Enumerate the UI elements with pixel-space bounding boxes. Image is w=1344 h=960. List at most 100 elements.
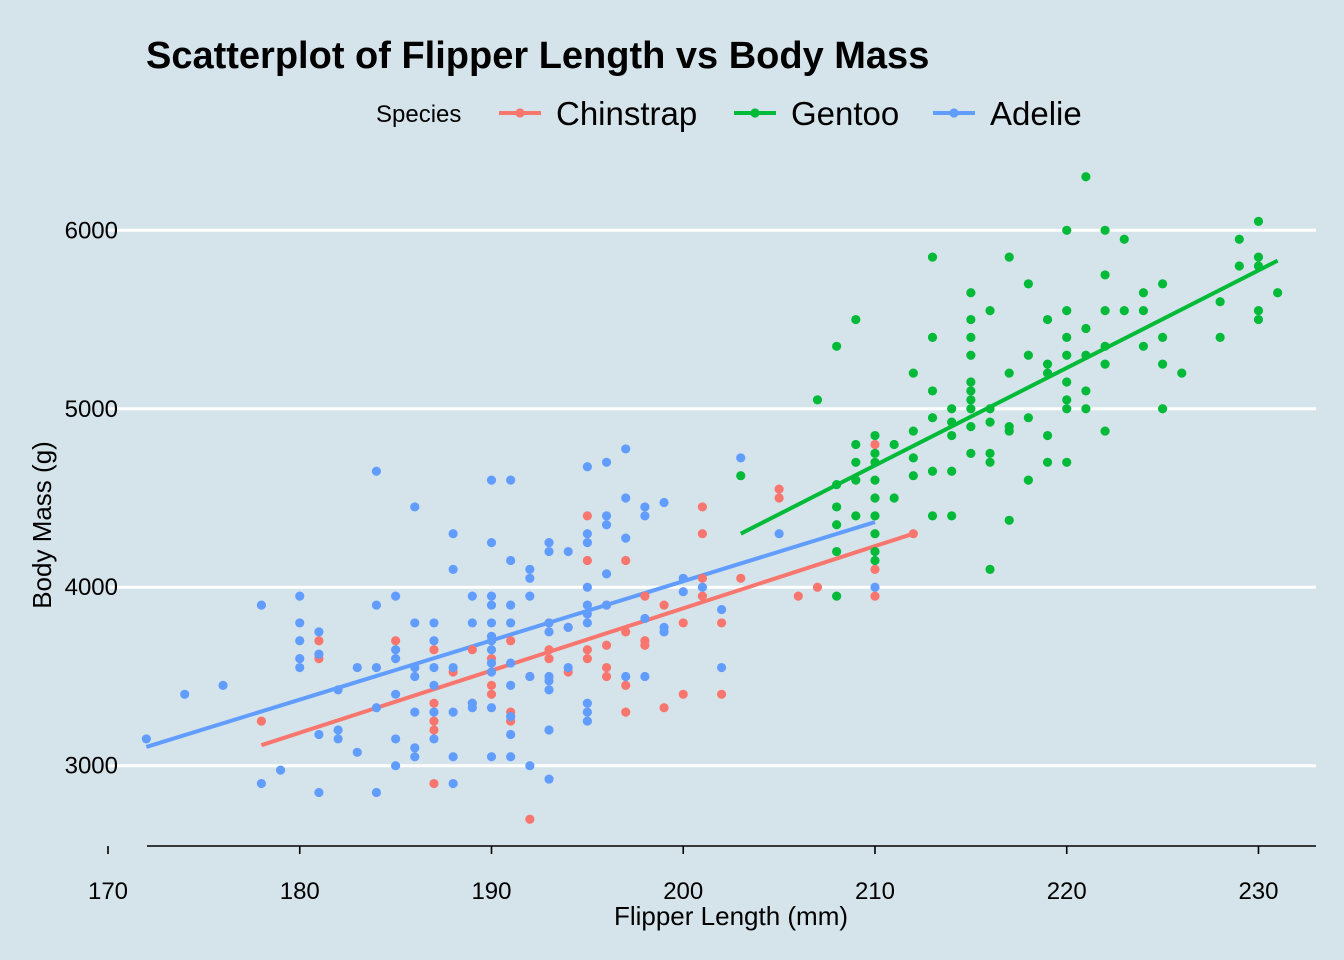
point-chinstrap bbox=[467, 645, 477, 655]
point-gentoo bbox=[1042, 368, 1053, 378]
point-chinstrap bbox=[506, 636, 516, 646]
point-adelie bbox=[429, 680, 439, 690]
point-chinstrap bbox=[621, 627, 631, 637]
point-gentoo bbox=[966, 422, 976, 432]
y-tick-label: 5000 bbox=[65, 396, 118, 423]
point-adelie bbox=[506, 729, 516, 740]
point-adelie bbox=[256, 778, 266, 789]
point-adelie bbox=[506, 618, 516, 628]
point-gentoo bbox=[1158, 332, 1168, 342]
point-chinstrap bbox=[812, 582, 823, 592]
point-adelie bbox=[659, 497, 669, 508]
point-adelie bbox=[314, 627, 324, 637]
point-adelie bbox=[314, 729, 324, 740]
point-gentoo bbox=[832, 341, 842, 351]
point-adelie bbox=[582, 707, 592, 717]
point-adelie bbox=[448, 529, 458, 539]
point-gentoo bbox=[1215, 297, 1225, 307]
point-chinstrap bbox=[582, 555, 592, 566]
point-gentoo bbox=[889, 439, 899, 450]
point-chinstrap bbox=[697, 573, 708, 583]
axes: 170 180 190 200 210 220 230 3000 4000 5000 6000 bbox=[65, 217, 1316, 905]
point-gentoo bbox=[1234, 261, 1244, 271]
chart-title: Scatterplot of Flipper Length vs Body Ma… bbox=[146, 35, 929, 77]
point-adelie bbox=[582, 582, 592, 592]
point-gentoo bbox=[870, 475, 880, 485]
legend-title: Species bbox=[376, 101, 461, 128]
point-adelie bbox=[582, 716, 592, 726]
point-adelie bbox=[371, 662, 382, 673]
point-adelie bbox=[352, 747, 362, 757]
point-adelie bbox=[391, 591, 401, 601]
point-adelie bbox=[697, 582, 708, 592]
point-adelie bbox=[429, 618, 439, 628]
y-axis-title: Body Mass (g) bbox=[27, 441, 57, 609]
point-gentoo bbox=[851, 511, 861, 521]
point-gentoo bbox=[947, 417, 957, 427]
point-adelie bbox=[295, 654, 305, 664]
point-gentoo bbox=[966, 288, 976, 298]
point-chinstrap bbox=[601, 662, 612, 673]
point-adelie bbox=[640, 502, 650, 512]
point-chinstrap bbox=[659, 703, 669, 713]
point-adelie bbox=[582, 609, 592, 619]
x-tick-label: 230 bbox=[1238, 878, 1278, 905]
x-axis-title: Flipper Length (mm) bbox=[614, 901, 848, 931]
point-chinstrap bbox=[697, 591, 708, 601]
point-gentoo bbox=[1081, 386, 1091, 396]
point-adelie bbox=[486, 752, 497, 762]
point-adelie bbox=[678, 587, 688, 597]
point-gentoo bbox=[851, 439, 861, 450]
point-gentoo bbox=[966, 448, 976, 458]
point-adelie bbox=[640, 671, 650, 682]
point-chinstrap bbox=[697, 529, 708, 539]
point-adelie bbox=[429, 734, 439, 744]
point-adelie bbox=[410, 662, 420, 673]
point-gentoo bbox=[1158, 359, 1168, 369]
point-chinstrap bbox=[716, 689, 727, 699]
point-gentoo bbox=[985, 457, 995, 467]
point-adelie bbox=[506, 600, 516, 610]
point-gentoo bbox=[1004, 515, 1014, 525]
point-adelie bbox=[506, 712, 516, 722]
point-adelie bbox=[582, 600, 592, 610]
point-chinstrap bbox=[544, 645, 554, 655]
point-adelie bbox=[467, 703, 477, 713]
point-adelie bbox=[180, 689, 190, 699]
point-adelie bbox=[582, 698, 592, 708]
point-gentoo bbox=[1062, 225, 1072, 235]
point-gentoo bbox=[947, 430, 957, 441]
fit-line-gentoo bbox=[739, 258, 1279, 536]
point-gentoo bbox=[1215, 332, 1225, 342]
point-adelie bbox=[429, 662, 439, 673]
point-gentoo bbox=[908, 368, 918, 378]
point-chinstrap bbox=[525, 814, 535, 824]
point-adelie bbox=[486, 600, 497, 610]
point-adelie bbox=[621, 444, 631, 454]
point-adelie bbox=[391, 689, 401, 699]
point-gentoo bbox=[1062, 332, 1072, 342]
point-gentoo bbox=[1253, 314, 1264, 325]
point-adelie bbox=[506, 658, 516, 668]
point-gentoo bbox=[1100, 306, 1110, 316]
point-adelie bbox=[582, 618, 592, 628]
point-gentoo bbox=[1081, 323, 1091, 334]
point-adelie bbox=[506, 555, 516, 566]
point-adelie bbox=[716, 662, 727, 673]
point-adelie bbox=[391, 734, 401, 744]
point-adelie bbox=[410, 752, 420, 762]
point-adelie bbox=[333, 734, 343, 744]
point-adelie bbox=[870, 582, 880, 592]
point-gentoo bbox=[1158, 404, 1168, 414]
point-chinstrap bbox=[582, 511, 592, 521]
point-adelie bbox=[429, 707, 439, 717]
point-adelie bbox=[525, 591, 535, 601]
point-gentoo bbox=[832, 480, 842, 490]
point-gentoo bbox=[1023, 475, 1033, 485]
point-adelie bbox=[601, 600, 612, 610]
point-adelie bbox=[544, 774, 554, 784]
point-chinstrap bbox=[391, 636, 401, 646]
point-adelie bbox=[716, 604, 727, 615]
point-adelie bbox=[391, 654, 401, 664]
